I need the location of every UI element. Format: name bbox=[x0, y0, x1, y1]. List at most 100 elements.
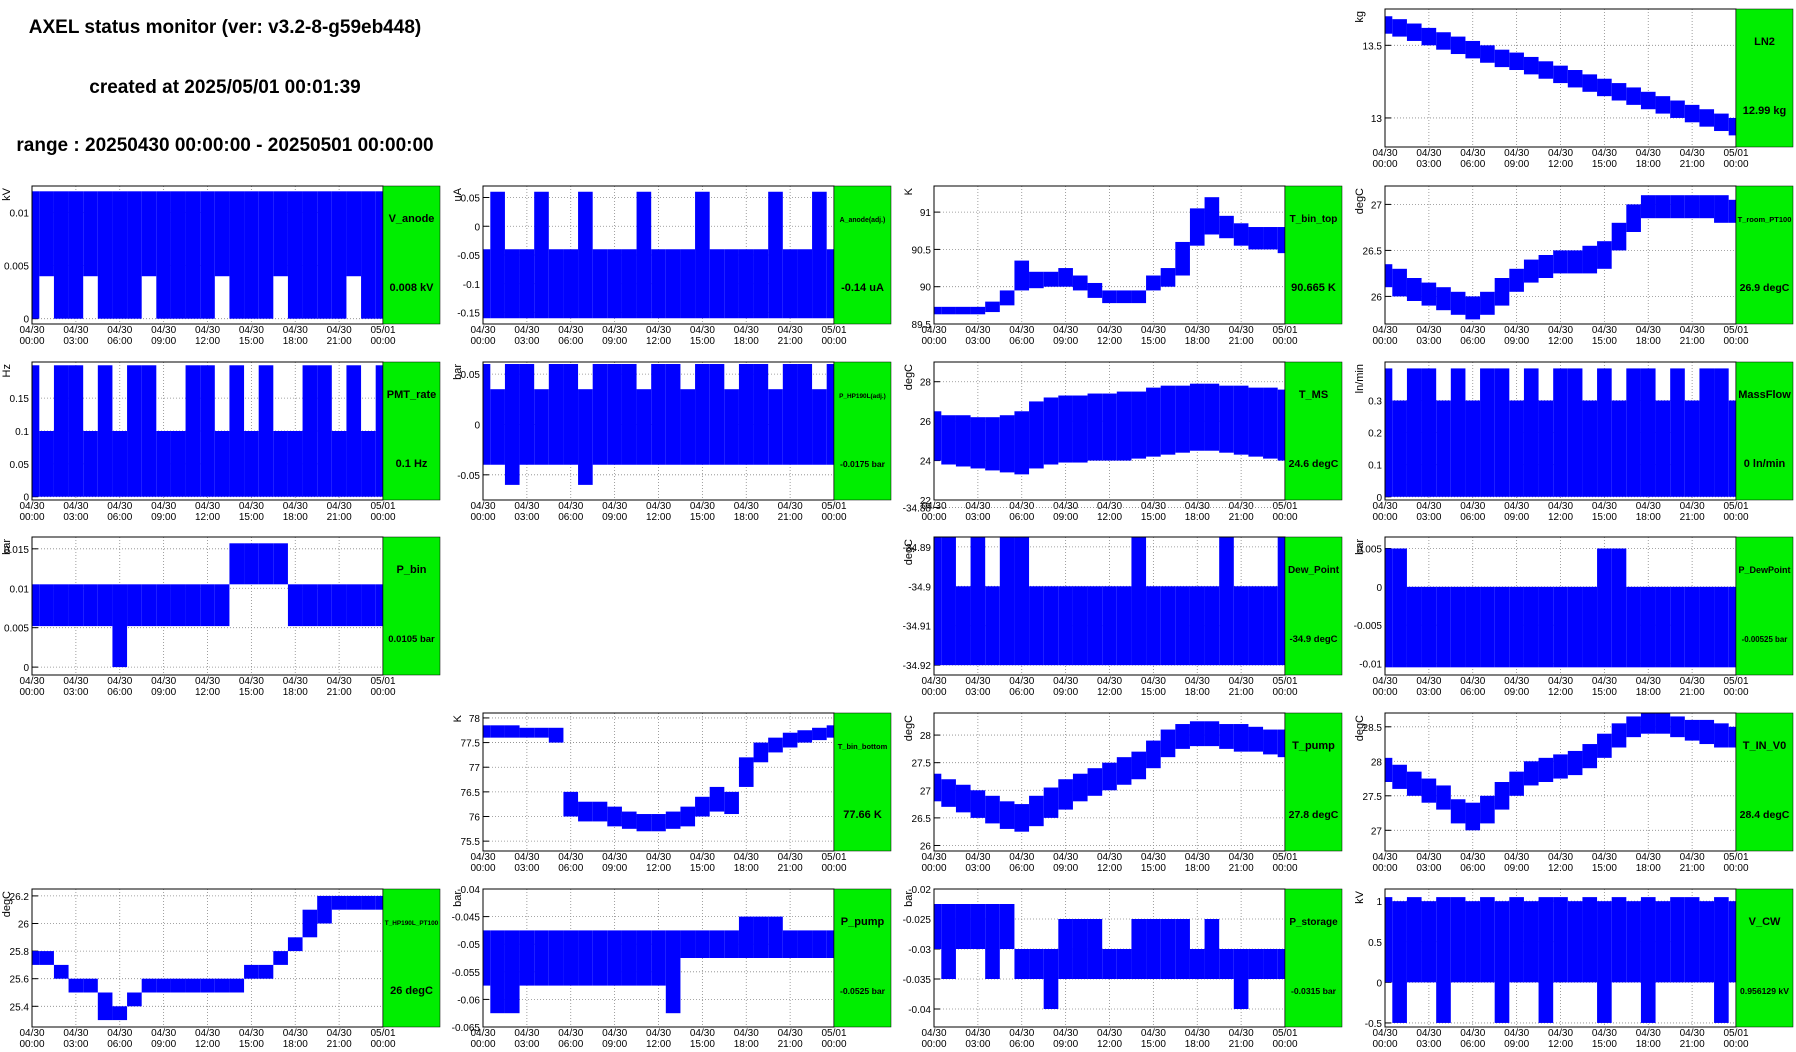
band-segment bbox=[826, 930, 834, 958]
status-box bbox=[382, 185, 441, 325]
band-series bbox=[32, 191, 383, 319]
x-tick-label: 05/01 bbox=[1272, 676, 1297, 687]
band-segment bbox=[317, 365, 332, 497]
band-segment bbox=[1072, 275, 1088, 291]
band-segment bbox=[738, 249, 754, 319]
x-tick-label: 18:00 bbox=[734, 336, 759, 347]
band-segment bbox=[999, 801, 1015, 829]
x-tick-label: 21:00 bbox=[1680, 863, 1705, 874]
band-segment bbox=[1684, 400, 1700, 497]
band-segment bbox=[1189, 208, 1205, 246]
x-tick-label: 12:00 bbox=[1097, 863, 1122, 874]
x-tick-label: 15:00 bbox=[1141, 863, 1166, 874]
band-segment bbox=[534, 389, 549, 465]
y-tick-label: 0.005 bbox=[4, 262, 29, 273]
band-segment bbox=[563, 930, 579, 986]
band-segment bbox=[156, 431, 171, 497]
band-segment bbox=[504, 364, 520, 485]
band-segment bbox=[1538, 897, 1554, 1023]
x-tick-label: 05/01 bbox=[1723, 676, 1748, 687]
x-tick-label: 04/30 bbox=[1460, 148, 1485, 159]
status-name: Dew_Point bbox=[1288, 565, 1340, 576]
x-tick-label: 04/30 bbox=[1185, 325, 1210, 336]
x-tick-label: 18:00 bbox=[734, 863, 759, 874]
y-axis-label: kV bbox=[1, 187, 13, 201]
x-tick-label: 00:00 bbox=[821, 1039, 846, 1050]
band-segment bbox=[782, 732, 798, 748]
x-tick-label: 04/30 bbox=[1372, 676, 1397, 687]
x-tick-label: 04/30 bbox=[778, 1028, 803, 1039]
band-segment bbox=[1553, 754, 1568, 779]
x-tick-label: 04/30 bbox=[1372, 1028, 1397, 1039]
band-segment bbox=[1553, 65, 1568, 84]
x-tick-label: 06:00 bbox=[1460, 159, 1485, 170]
status-name: P_bin bbox=[397, 564, 427, 576]
band-segment bbox=[738, 757, 754, 787]
band-segment bbox=[273, 951, 288, 965]
x-tick-label: 09:00 bbox=[1053, 1039, 1078, 1050]
x-tick-label: 21:00 bbox=[1680, 336, 1705, 347]
band-segment bbox=[141, 191, 157, 277]
band-segment bbox=[1523, 368, 1539, 497]
x-tick-label: 04/30 bbox=[1680, 852, 1705, 863]
band-segment bbox=[1714, 723, 1729, 748]
x-tick-label: 04/30 bbox=[1141, 1028, 1166, 1039]
x-tick-label: 04/30 bbox=[602, 852, 627, 863]
band-segment bbox=[970, 790, 986, 818]
x-tick-label: 15:00 bbox=[1592, 159, 1617, 170]
band-segment bbox=[1626, 716, 1641, 738]
band-segment bbox=[1029, 949, 1044, 979]
band-segment bbox=[361, 191, 376, 319]
y-axis-label: Hz bbox=[1, 364, 13, 377]
x-tick-label: 18:00 bbox=[734, 1039, 759, 1050]
band-segment bbox=[753, 364, 769, 465]
x-tick-label: 04/30 bbox=[1680, 1028, 1705, 1039]
band-segment bbox=[519, 930, 535, 986]
y-tick-label: -0.01 bbox=[1359, 660, 1382, 671]
band-segment bbox=[302, 365, 318, 497]
x-tick-label: 03:00 bbox=[1416, 863, 1441, 874]
band-segment bbox=[753, 249, 769, 319]
band-segment bbox=[214, 584, 230, 627]
band-segment bbox=[724, 930, 739, 958]
x-tick-label: 04/30 bbox=[602, 1028, 627, 1039]
band-segment bbox=[1421, 368, 1437, 497]
band-segment bbox=[1582, 897, 1598, 983]
band-segment bbox=[185, 191, 201, 319]
band-segment bbox=[680, 389, 696, 465]
band-segment bbox=[621, 249, 637, 319]
band-segment bbox=[1204, 721, 1220, 747]
band-segment bbox=[483, 364, 491, 465]
x-tick-label: 04/30 bbox=[239, 676, 264, 687]
x-tick-label: 05/01 bbox=[1272, 501, 1297, 512]
band-segment bbox=[1670, 897, 1685, 983]
x-tick-label: 12:00 bbox=[646, 512, 671, 523]
y-tick-label: 25.8 bbox=[10, 947, 30, 958]
band-segment bbox=[1597, 548, 1612, 668]
band-segment bbox=[1684, 897, 1700, 983]
x-tick-label: 04/30 bbox=[1504, 852, 1529, 863]
x-tick-label: 00:00 bbox=[470, 863, 495, 874]
x-tick-label: 04/30 bbox=[1416, 148, 1441, 159]
status-name: T_HP190L_PT100 bbox=[385, 920, 439, 927]
band-segment bbox=[826, 364, 834, 465]
band-segment bbox=[1421, 282, 1437, 306]
band-segment bbox=[768, 737, 783, 753]
y-tick-label: -34.91 bbox=[903, 622, 932, 633]
status-name: P_storage bbox=[1289, 917, 1338, 928]
x-tick-label: 18:00 bbox=[1636, 863, 1661, 874]
band-segment bbox=[578, 191, 593, 319]
x-tick-label: 21:00 bbox=[1680, 512, 1705, 523]
y-tick-label: 1 bbox=[1376, 897, 1382, 908]
band-segment bbox=[1480, 897, 1495, 983]
band-segment bbox=[331, 431, 347, 497]
band-segment bbox=[797, 730, 813, 743]
band-segment bbox=[1670, 195, 1685, 219]
y-tick-label: 0.005 bbox=[1357, 545, 1382, 556]
band-segment bbox=[782, 364, 798, 465]
band-segment bbox=[999, 904, 1015, 949]
panel: 04/3000:0004/3003:0004/3006:0004/3009:00… bbox=[1, 888, 441, 1050]
status-box bbox=[1284, 712, 1343, 852]
y-axis-label: degC bbox=[1354, 188, 1366, 214]
panel: 04/3000:0004/3003:0004/3006:0004/3009:00… bbox=[1354, 888, 1794, 1050]
